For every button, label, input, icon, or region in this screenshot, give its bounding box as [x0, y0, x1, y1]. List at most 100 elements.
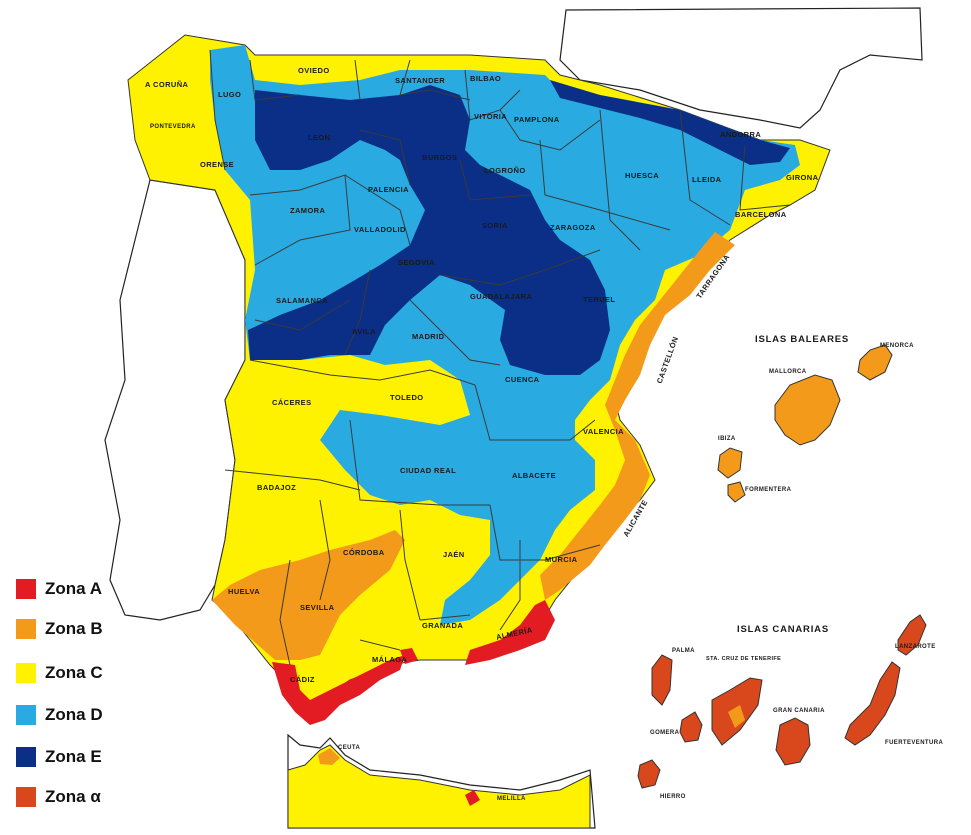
island-hierro [637, 759, 661, 789]
label-gomera: GOMERA [650, 730, 680, 736]
zona-e-north [248, 85, 610, 375]
label-coruna: A CORUÑA [145, 80, 189, 89]
label-ceuta: CEUTA [338, 745, 360, 751]
label-andorra: ANDORRA [720, 130, 761, 139]
label-burgos: BURGOS [422, 153, 457, 162]
province-borders [209, 49, 791, 666]
label-menorca: MENORCA [880, 343, 914, 349]
label-cadiz: CÁDIZ [290, 675, 315, 684]
legend-swatch-a [16, 579, 36, 599]
label-caceres: CÁCERES [272, 398, 311, 407]
legend-zona-b: Zona B [16, 616, 156, 642]
label-jaen: JAÉN [443, 550, 465, 559]
label-malaga: MÁLAGA [372, 655, 407, 664]
label-melilla: MELILLA [497, 796, 526, 802]
label-salamanca: SALAMANCA [276, 296, 328, 305]
label-soria: SORIA [482, 221, 508, 230]
legend-label-e: Zona E [45, 747, 102, 766]
island-ibiza [717, 447, 743, 479]
label-pontevedra: PONTEVEDRA [150, 124, 196, 130]
island-mallorca [774, 374, 841, 446]
label-gran-canaria: GRAN CANARIA [773, 708, 825, 714]
legend-zona-d: Zona D [16, 702, 156, 728]
label-guadalajara: GUADALAJARA [470, 292, 532, 301]
zona-a-almeria [465, 600, 555, 665]
label-cordoba: CÓRDOBA [343, 548, 385, 557]
label-teruel: TERUEL [583, 295, 615, 304]
island-palma [651, 654, 673, 706]
label-valencia: VALENCIA [583, 427, 624, 436]
zona-a-cadiz [272, 655, 405, 725]
label-palencia: PALENCIA [368, 185, 409, 194]
label-formentera: FORMENTERA [745, 487, 792, 493]
label-islas-baleares: ISLAS BALEARES [755, 334, 849, 345]
legend-swatch-c [16, 663, 36, 683]
label-santander: SANTANDER [395, 76, 445, 85]
ceuta-area [287, 744, 591, 829]
north-africa-outline [287, 733, 596, 829]
label-vitoria: VITORIA [474, 112, 507, 121]
label-fuerteventura: FUERTEVENTURA [885, 740, 943, 746]
legend-label-b: Zona B [45, 619, 103, 638]
label-hierro: HIERRO [660, 794, 686, 800]
legend-zona-c: Zona C [16, 660, 156, 686]
island-gomera [679, 711, 703, 743]
label-oviedo: OVIEDO [298, 66, 330, 75]
label-lanzarote: LANZAROTE [895, 644, 936, 650]
legend-zona-e: Zona E [16, 744, 156, 770]
zona-b-south [212, 530, 405, 660]
label-palma: PALMA [672, 648, 695, 654]
island-menorca [857, 344, 893, 381]
island-tenerife-core [728, 705, 745, 728]
zona-e-pyrenees [550, 80, 790, 165]
legend-label-c: Zona C [45, 663, 103, 682]
zona-b-east-coast [540, 232, 735, 600]
label-madrid: MADRID [412, 332, 445, 341]
ceuta-dot [318, 748, 340, 765]
island-lanzarote [897, 614, 927, 656]
label-castellon: CASTELLÓN [655, 335, 680, 385]
label-huelva: HUELVA [228, 587, 260, 596]
label-logrono: LOGROÑO [484, 166, 526, 175]
label-leon: LEON [308, 133, 330, 142]
legend-swatch-b [16, 619, 36, 639]
label-ciudad-real: CIUDAD REAL [400, 466, 456, 475]
label-orense: ORENSE [200, 160, 234, 169]
label-toledo: TOLEDO [390, 393, 424, 402]
label-lugo: LUGO [218, 90, 241, 99]
legend-swatch-d [16, 705, 36, 725]
label-cuenca: CUENCA [505, 375, 540, 384]
label-barcelona: BARCELONA [735, 210, 787, 219]
label-segovia: SEGOVIA [398, 258, 435, 267]
label-sevilla: SEVILLA [300, 603, 335, 612]
label-lleida: LLEIDA [692, 175, 722, 184]
label-pamplona: PAMPLONA [514, 115, 560, 124]
island-gran-canaria [775, 717, 811, 766]
island-formentera [727, 481, 746, 503]
label-granada: GRANADA [422, 621, 463, 630]
label-huesca: HUESCA [625, 171, 659, 180]
label-bilbao: BILBAO [470, 74, 501, 83]
label-avila: AVILA [352, 327, 376, 336]
legend-label-d: Zona D [45, 705, 103, 724]
label-albacete: ALBACETE [512, 471, 556, 480]
legend-zona-a: Zona A [16, 576, 156, 602]
legend-swatch-e [16, 747, 36, 767]
melilla-dot [465, 790, 480, 806]
label-islas-canarias: ISLAS CANARIAS [737, 624, 829, 635]
legend-swatch-alpha [16, 787, 36, 807]
label-murcia: MURCIA [545, 555, 578, 564]
label-girona: GIRONA [786, 173, 819, 182]
island-fuerteventura [844, 661, 901, 746]
legend-label-a: Zona A [45, 579, 102, 598]
label-valladolid: VALLADOLID [354, 225, 406, 234]
legend-label-alpha: Zona α [45, 787, 101, 806]
label-ibiza: IBIZA [718, 436, 736, 442]
zona-a-malaga-dot [400, 648, 418, 664]
label-tenerife: STA. CRUZ DE TENERIFE [706, 656, 781, 662]
label-badajoz: BADAJOZ [257, 483, 296, 492]
legend-zona-alpha: Zona α [16, 784, 156, 810]
label-mallorca: MALLORCA [769, 369, 807, 375]
label-zamora: ZAMORA [290, 206, 325, 215]
